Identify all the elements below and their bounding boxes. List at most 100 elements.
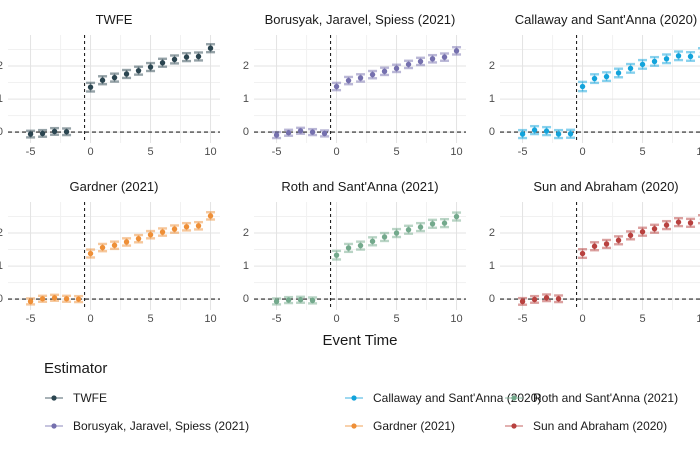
x-tick-label: 10 xyxy=(450,313,463,325)
x-tick-label: 10 xyxy=(696,146,700,158)
x-axis: -5 0 5 10 xyxy=(500,310,700,330)
estimate-point xyxy=(135,67,142,74)
estimate-point xyxy=(615,237,622,244)
legend-point xyxy=(511,395,517,401)
estimate-point xyxy=(75,296,82,302)
legend-item-borusyak: Borusyak, Jaravel, Spiess (2021) xyxy=(44,419,344,433)
legend-item-gardner: Gardner (2021) xyxy=(344,419,504,433)
estimate-point xyxy=(519,298,526,305)
errorbar-point-icon xyxy=(45,423,63,429)
x-tick-label: -5 xyxy=(517,146,528,158)
estimate-point xyxy=(663,222,670,228)
facet-panel-twfe: TWFE 0 1 2 -5 0 5 10 xyxy=(0,5,220,163)
estimate-point xyxy=(579,83,586,90)
x-tick-label: -5 xyxy=(25,313,36,325)
estimate-point xyxy=(675,219,682,225)
y-tick-label: 0 xyxy=(242,126,249,139)
y-tick-label: 1 xyxy=(488,260,495,273)
y-tick-label: 0 xyxy=(242,293,249,306)
estimate-point xyxy=(567,131,574,137)
x-tick-label: -5 xyxy=(517,313,528,325)
x-axis: -5 0 5 10 xyxy=(254,310,466,330)
y-axis: 0 1 2 xyxy=(0,202,8,310)
estimate-point xyxy=(207,45,214,51)
estimate-point xyxy=(555,296,562,302)
x-tick-label: -5 xyxy=(25,146,36,158)
y-tick-label: 2 xyxy=(242,227,249,240)
estimate-point xyxy=(51,295,58,301)
estimate-point xyxy=(159,60,166,66)
estimate-point xyxy=(123,239,130,245)
estimate-point xyxy=(591,75,598,82)
estimate-point xyxy=(309,297,316,304)
estimate-point xyxy=(555,131,562,137)
legend-title: Estimator xyxy=(44,360,108,377)
x-tick-label: 0 xyxy=(87,146,94,158)
legend-item-roth: Roth and Sant'Anna (2021) xyxy=(504,391,700,405)
facet-title: Gardner (2021) xyxy=(69,179,159,194)
facet-title: Borusyak, Jaravel, Spiess (2021) xyxy=(264,12,456,27)
estimate-point xyxy=(111,242,118,248)
estimate-point xyxy=(417,224,424,230)
legend-item-sun: Sun and Abraham (2020) xyxy=(504,419,700,433)
facet-panel-borusyak: Borusyak, Jaravel, Spiess (2021) 0 1 2 -5 0… xyxy=(224,5,466,163)
estimate-point xyxy=(63,296,70,302)
panel-plot xyxy=(254,35,466,143)
estimate-point xyxy=(87,250,94,257)
x-axis: -5 0 5 10 xyxy=(8,310,220,330)
estimate-point xyxy=(531,127,538,133)
estimate-point xyxy=(639,229,646,235)
x-tick-label: 5 xyxy=(393,146,400,158)
x-axis: -5 0 5 10 xyxy=(8,143,220,163)
estimate-point xyxy=(123,71,130,77)
estimate-point xyxy=(663,56,670,62)
estimate-point xyxy=(135,235,142,242)
estimate-point xyxy=(87,84,94,90)
x-tick-label: 10 xyxy=(696,313,700,325)
facet-panel-callaway: Callaway and Sant'Anna (2020) 0 1 2 -5 0 5 10 xyxy=(470,5,700,163)
estimate-point xyxy=(99,77,106,83)
estimate-point xyxy=(675,53,682,59)
estimate-point xyxy=(543,295,550,301)
legend-point xyxy=(351,395,357,401)
estimate-point xyxy=(285,297,292,303)
x-tick-label: 0 xyxy=(333,313,340,325)
x-axis: -5 0 5 10 xyxy=(500,143,700,163)
errorbar-point-icon xyxy=(345,423,363,429)
estimate-point xyxy=(579,250,586,257)
estimate-point xyxy=(405,227,412,233)
estimate-point xyxy=(195,223,202,229)
legend-label: Callaway and Sant'Anna (2020) xyxy=(373,391,542,405)
y-tick-label: 2 xyxy=(488,60,495,73)
x-tick-label: 5 xyxy=(147,146,154,158)
legend-items: TWFE Borusyak, Jaravel, Spiess (2021) Ca… xyxy=(44,384,700,440)
legend-label: Gardner (2021) xyxy=(373,419,456,433)
estimate-point xyxy=(273,298,280,305)
estimate-point xyxy=(111,74,118,81)
estimate-point xyxy=(27,131,34,137)
x-tick-label: 5 xyxy=(639,146,646,158)
y-axis: 0 1 2 xyxy=(224,35,254,143)
estimate-point xyxy=(405,61,412,68)
x-tick-label: 0 xyxy=(333,146,340,158)
x-axis-title: Event Time xyxy=(322,332,398,349)
estimate-point xyxy=(297,128,304,134)
estimate-point xyxy=(63,129,70,135)
estimate-point xyxy=(393,230,400,236)
x-tick-label: 0 xyxy=(87,313,94,325)
estimate-point xyxy=(369,71,376,78)
errorbar-point-icon xyxy=(45,395,63,401)
estimate-point xyxy=(39,130,46,137)
x-tick-label: -5 xyxy=(271,313,282,325)
estimate-point xyxy=(39,296,46,302)
estimate-point xyxy=(345,77,352,84)
estimate-point xyxy=(639,61,646,68)
facet-title: Sun and Abraham (2020) xyxy=(533,179,679,194)
y-tick-label: 0 xyxy=(488,293,495,306)
estimate-point xyxy=(51,128,58,135)
estimate-point xyxy=(603,73,610,80)
estimate-point xyxy=(651,58,658,65)
y-axis: 0 1 2 xyxy=(0,35,8,143)
estimate-point xyxy=(285,130,292,136)
